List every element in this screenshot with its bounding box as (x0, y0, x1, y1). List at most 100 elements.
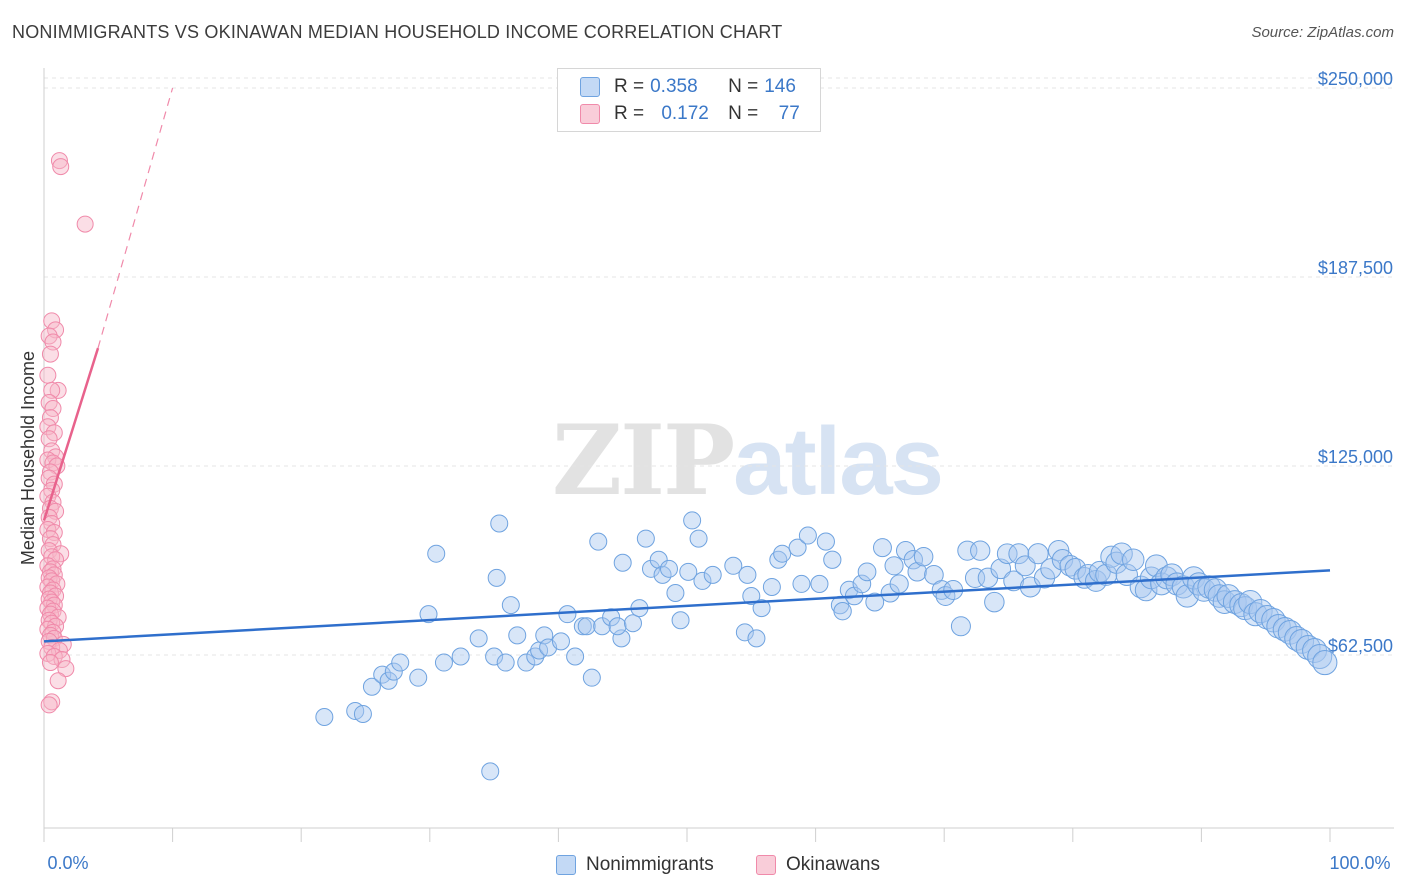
bottom-legend-nonimmigrants: Nonimmigrants (556, 851, 714, 879)
okinawans-trend-line (42, 347, 100, 521)
nonimmigrants-point (602, 608, 621, 627)
nonimmigrants-point (1238, 590, 1263, 615)
nonimmigrants-point (384, 662, 403, 681)
nonimmigrants-point (1084, 569, 1107, 592)
okinawans-point (41, 345, 59, 363)
nonimmigrants-point (889, 574, 909, 594)
nonimmigrants-point (481, 762, 500, 781)
okinawans-trend-extension (97, 87, 174, 349)
y-tick-label: $187,500 (1318, 258, 1393, 278)
nonimmigrants-point (1122, 548, 1145, 571)
bottom-legend-label: Okinawans (786, 854, 880, 875)
nonimmigrants-point (735, 623, 754, 642)
nonimmigrants-point (577, 617, 596, 636)
x-tick-label: 0.0% (47, 853, 88, 873)
nonimmigrants-point (551, 632, 570, 651)
nonimmigrants-point (469, 629, 488, 648)
nonimmigrants-point (724, 556, 743, 575)
nonimmigrants-point (641, 559, 660, 578)
okinawans-point (49, 672, 67, 690)
nonimmigrants-point (671, 611, 690, 630)
watermark-atlas: atlas (733, 408, 944, 515)
y-axis-label: Median Household Income (18, 351, 38, 565)
bottom-legend-label: Nonimmigrants (586, 854, 714, 875)
okinawans-point (52, 158, 70, 176)
nonimmigrants-point (353, 704, 372, 723)
nonimmigrants-point (362, 677, 381, 696)
axes (43, 68, 1394, 842)
nonimmigrants-point (852, 574, 872, 594)
okinawans-point (40, 696, 58, 714)
nonimmigrants-point (679, 562, 698, 581)
nonimmigrants-point (996, 543, 1018, 565)
legend-n-value: 77 (778, 103, 800, 124)
nonimmigrants-point (517, 653, 536, 672)
nonimmigrants-point (490, 514, 509, 533)
legend-swatch-pink (580, 104, 600, 124)
nonimmigrants-point (752, 599, 771, 618)
legend-r-value: 0.172 (661, 103, 709, 124)
nonimmigrants-point (649, 550, 668, 569)
nonimmigrants-point (931, 580, 952, 600)
nonimmigrants-point (496, 653, 515, 672)
nonimmigrants-point (833, 601, 852, 621)
watermark-zip: ZIP (552, 404, 735, 517)
nonimmigrants-points (315, 511, 1338, 781)
nonimmigrants-point (451, 647, 470, 666)
nonimmigrants-point (535, 626, 554, 645)
nonimmigrants-point (1110, 542, 1133, 565)
nonimmigrants-point (984, 591, 1005, 613)
bottom-legend-okinawans: Okinawans (756, 851, 880, 879)
y-tick-label: $250,000 (1318, 69, 1393, 89)
x-tick-label: 100.0% (1329, 853, 1390, 873)
okinawans-points (39, 152, 94, 714)
nonimmigrants-point (1064, 557, 1087, 580)
nonimmigrants-point (1008, 543, 1030, 565)
nonimmigrants-point (1040, 558, 1062, 580)
nonimmigrants-point (391, 653, 410, 672)
nonimmigrants-point (693, 571, 712, 590)
nonimmigrants-point (907, 562, 927, 582)
watermark: ZIPatlas (552, 404, 944, 517)
nonimmigrants-point (810, 574, 829, 593)
legend-swatch-blue (580, 77, 600, 97)
nonimmigrants-point (636, 529, 655, 548)
legend-row-okinawans: R = 0.172 N = 77 (580, 102, 814, 126)
y-tick-label: $62,500 (1328, 636, 1393, 656)
okinawans-point (43, 693, 61, 711)
nonimmigrants-point (798, 526, 817, 545)
nonimmigrants-point (689, 529, 708, 548)
nonimmigrants-point (1197, 575, 1221, 599)
nonimmigrants-point (659, 559, 678, 578)
legend-row-nonimmigrants: R = 0.358 N = 146 (580, 75, 796, 99)
nonimmigrants-point (773, 544, 792, 563)
nonimmigrants-point (1003, 570, 1025, 592)
nonimmigrants-point (613, 553, 632, 572)
legend-n-label: N = (728, 103, 759, 124)
chart-title: NONIMMIGRANTS VS OKINAWAN MEDIAN HOUSEHO… (12, 22, 783, 42)
nonimmigrants-point (409, 668, 428, 687)
nonimmigrants-point (508, 626, 527, 645)
okinawans-point (41, 654, 59, 672)
okinawans-point (49, 381, 67, 399)
nonimmigrants-point (558, 605, 577, 624)
bottom-swatch-blue (556, 855, 576, 875)
okinawans-point (39, 366, 57, 384)
nonimmigrants-point (427, 544, 446, 563)
nonimmigrants-point (816, 532, 835, 551)
nonimmigrants-point (1266, 614, 1291, 639)
y-tick-label: $125,000 (1318, 447, 1393, 467)
nonimmigrants-point (379, 671, 398, 690)
nonimmigrants-point (566, 647, 585, 666)
nonimmigrants-point (434, 653, 453, 672)
nonimmigrants-point (501, 596, 520, 615)
nonimmigrants-point (487, 568, 506, 587)
nonimmigrants-point (683, 511, 702, 530)
nonimmigrants-point (950, 616, 971, 637)
nonimmigrants-point (1134, 578, 1158, 602)
nonimmigrants-point (593, 617, 612, 636)
nonimmigrants-point (623, 614, 642, 633)
nonimmigrants-point (792, 574, 811, 593)
nonimmigrants-point (573, 617, 592, 636)
